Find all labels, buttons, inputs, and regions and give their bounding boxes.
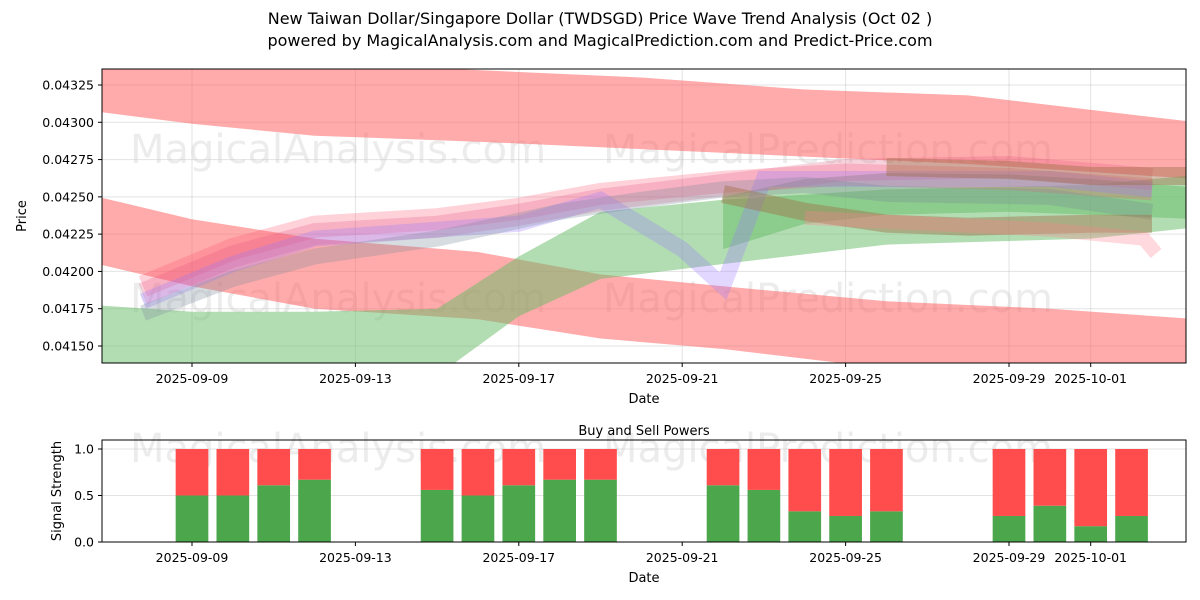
buy-bar [502,485,536,542]
sell-bar [992,449,1026,516]
lower-red-band [102,197,1186,363]
wave-line [140,176,1154,321]
x-tick-label: 2025-09-29 [973,371,1046,386]
title-line-2: powered by MagicalAnalysis.com and Magic… [267,31,933,50]
sell-bar [175,449,209,496]
plot-area [102,69,1186,363]
sell-bar [788,449,822,512]
y-tick-label: 0.04150 [42,339,94,354]
buy-bar [216,495,250,542]
sell-bar [257,449,291,486]
sell-bar [420,449,454,490]
sell-bar [584,449,617,480]
y-tick-label: 0.04175 [42,301,94,316]
sell-bar [502,449,536,486]
buy-bar [461,495,495,542]
wave-line [886,158,1186,185]
y-tick-label: 0.04200 [42,264,94,279]
chart-title: New Taiwan Dollar/Singapore Dollar (TWDS… [0,8,1200,52]
y-tick-label: 0.04325 [42,78,94,93]
y-tick-label: 0.04300 [42,115,94,130]
buy-bar [257,485,291,542]
buy-bar [992,515,1026,542]
title-line-1: New Taiwan Dollar/Singapore Dollar (TWDS… [267,9,933,28]
buy-bar [543,479,576,542]
x-tick-label: 2025-09-09 [156,550,229,565]
wave-line [721,185,1152,236]
y-tick-label: 0.0 [74,535,94,550]
y-tick-label: 0.04225 [42,227,94,242]
x-tick-label: 2025-09-21 [646,371,719,386]
green-band-high [723,173,1186,250]
main-axes-frame [101,68,1187,364]
wave-line [138,155,1153,304]
sell-bar [298,449,331,480]
buy-bar [298,479,331,542]
x-tick-label: 2025-09-29 [973,550,1046,565]
y-axis-label: Signal Strength [50,441,65,541]
buy-sell-chart: MagicalAnalysis.com MagicalPrediction.com… [50,424,1187,586]
buy-bar [706,485,740,542]
sell-bar [829,449,862,516]
x-tick-label: 2025-09-13 [319,550,392,565]
y-tick-label: 1.0 [74,442,94,457]
x-tick-label: 2025-09-21 [646,550,719,565]
price-wave-chart: MagicalAnalysis.comMagicalPrediction.com… [15,68,1187,407]
buy-bar [747,489,781,542]
wave-line [138,163,1153,297]
wave-line [139,171,1153,309]
x-axis-label: Date [628,392,659,407]
watermark-text: MagicalPrediction.com [603,426,1053,472]
buy-bar [1074,526,1108,542]
x-tick-label: 2025-10-01 [1054,550,1127,565]
y-tick-label: 0.5 [74,488,94,503]
bar-chart-title: Buy and Sell Powers [578,424,709,439]
upper-red-band [102,69,1186,179]
sell-bar [706,449,740,486]
buy-bar [870,511,903,542]
y-tick-label: 0.04275 [42,152,94,167]
sell-bar [543,449,576,480]
sell-bar [216,449,250,496]
buy-bar [1115,515,1148,542]
sell-bar [1074,449,1108,527]
x-tick-label: 2025-09-17 [482,550,555,565]
green-band-low [102,175,1186,363]
buy-bar [584,479,617,542]
buy-bar [788,511,822,542]
sell-bar [747,449,781,490]
buy-bar [420,489,454,542]
buy-bar [1033,505,1067,542]
x-tick-label: 2025-09-17 [482,371,555,386]
sell-bar [870,449,903,512]
x-tick-label: 2025-09-13 [319,371,392,386]
sell-bar [1115,449,1148,516]
bar-area [175,449,1148,542]
bar-axes-frame [101,439,1187,543]
sell-bar [461,449,495,496]
x-axis-label: Date [628,571,659,586]
y-axis-label: Price [15,200,30,232]
wave-line [804,210,1162,258]
x-tick-label: 2025-09-25 [809,550,882,565]
y-tick-label: 0.04250 [42,189,94,204]
buy-bar [829,515,862,542]
sell-bar [1033,449,1067,506]
x-tick-label: 2025-09-25 [809,371,882,386]
x-tick-label: 2025-09-09 [156,371,229,386]
buy-bar [175,495,209,542]
x-tick-label: 2025-10-01 [1054,371,1127,386]
